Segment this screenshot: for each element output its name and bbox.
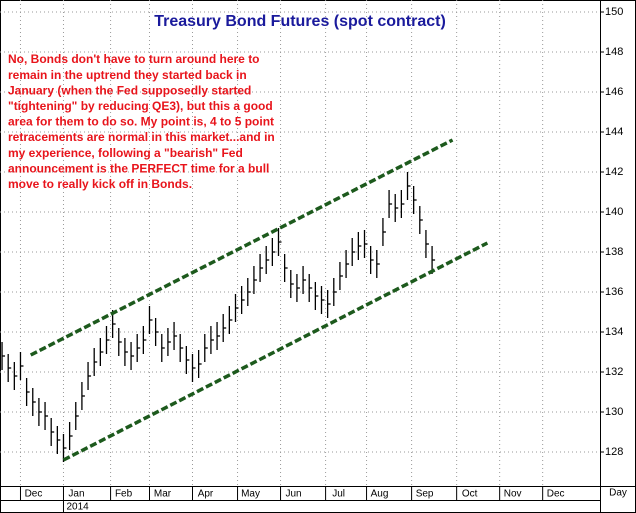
x-tick-label: Jan — [68, 489, 84, 500]
y-tick-label: 128 — [605, 446, 623, 458]
x-tick-label: Sep — [416, 489, 434, 500]
y-tick-label: 136 — [605, 286, 623, 298]
chart-title: Treasury Bond Futures (spot contract) — [154, 13, 446, 30]
y-tick-label: 146 — [605, 86, 623, 98]
x-axis-label: Day — [609, 488, 627, 499]
x-tick-label: Aug — [371, 489, 389, 500]
x-tick-label: Nov — [504, 489, 522, 500]
y-tick-label: 144 — [605, 126, 623, 138]
annotation-line: January (when the Fed supposedly started — [8, 83, 251, 97]
annotation-line: "tightening" by reducing QE3), but this … — [8, 99, 273, 113]
annotation-line: my experience, following a "bearish" Fed — [8, 146, 243, 160]
x-tick-label: Apr — [198, 489, 214, 500]
y-tick-label: 148 — [605, 46, 623, 58]
y-tick-label: 138 — [605, 246, 623, 258]
x-tick-label: Oct — [462, 489, 478, 500]
y-tick-label: 142 — [605, 166, 623, 178]
x-tick-label: Dec — [547, 489, 565, 500]
annotation-line: announcement is the PERFECT time for a b… — [8, 161, 269, 175]
x-tick-label: Jun — [285, 489, 301, 500]
y-tick-label: 140 — [605, 206, 623, 218]
x-tick-label: Jul — [332, 489, 345, 500]
annotation-line: move to really kick off in Bonds. — [8, 177, 192, 191]
y-tick-label: 150 — [605, 6, 623, 18]
x-tick-label: Feb — [115, 489, 133, 500]
y-tick-label: 134 — [605, 326, 623, 338]
x-tick-label: Mar — [154, 489, 172, 500]
x-tick-label: Dec — [25, 489, 43, 500]
channel-line — [29, 138, 454, 357]
annotation-line: remain in the uptrend they started back … — [8, 68, 247, 82]
annotation-line: No, Bonds don't have to turn around here… — [8, 52, 260, 66]
y-tick-label: 130 — [605, 406, 623, 418]
annotation-line: area for them to do so. My point is, 4 t… — [8, 115, 274, 129]
y-tick-label: 132 — [605, 366, 623, 378]
year-label: 2014 — [66, 502, 89, 513]
x-tick-label: May — [241, 489, 260, 500]
channel-line — [62, 241, 489, 462]
annotation-line: retracements are normal in this market..… — [8, 130, 275, 144]
